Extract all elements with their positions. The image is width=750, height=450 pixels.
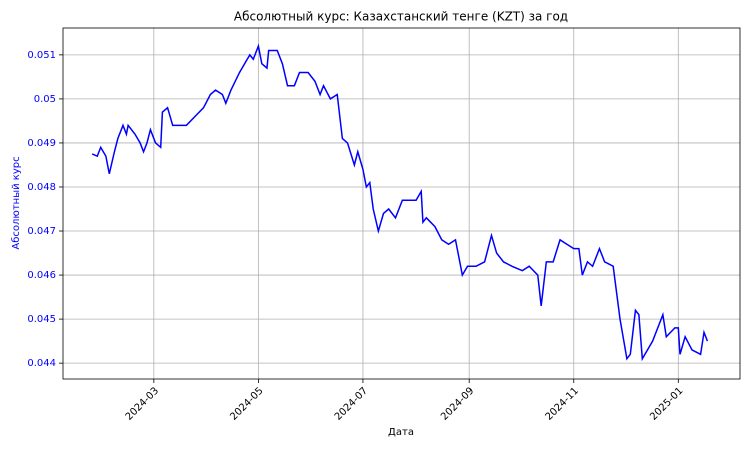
chart-title: Абсолютный курс: Казахстанский тенге (KZ… xyxy=(234,10,568,24)
data-line xyxy=(91,43,709,362)
y-tick-label: 0.045 xyxy=(27,314,56,325)
x-tick-label: 2024-07 xyxy=(333,385,370,422)
y-tick-label: 0.047 xyxy=(27,226,56,237)
x-tick-label: 2025-01 xyxy=(648,385,685,422)
x-tick-label: 2024-03 xyxy=(124,385,161,422)
x-axis-label: Дата xyxy=(388,427,414,438)
x-tick-label: 2024-05 xyxy=(228,385,265,422)
y-tick-label: 0.044 xyxy=(27,358,56,369)
plot-frame xyxy=(62,27,741,380)
y-tick-label: 0.048 xyxy=(27,182,56,193)
y-tick-label: 0.049 xyxy=(27,138,56,149)
y-tick-label: 0.05 xyxy=(34,94,56,105)
x-tick-label: 2024-11 xyxy=(544,385,581,422)
y-axis-label: Абсолютный курс xyxy=(11,156,22,249)
x-tick-label: 2024-09 xyxy=(439,385,476,422)
y-tick-label: 0.046 xyxy=(27,270,56,281)
y-tick-label: 0.051 xyxy=(27,50,56,61)
